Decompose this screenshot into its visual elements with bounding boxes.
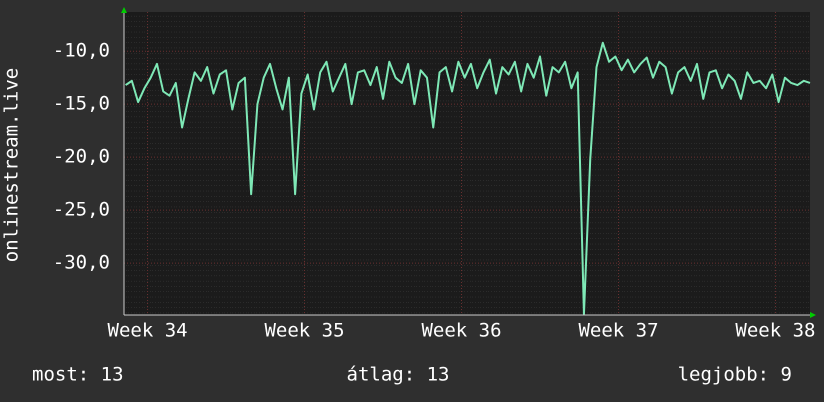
y-tick-label: -15,0 (53, 93, 110, 115)
axis-arrow (810, 312, 816, 318)
footer-text: átlag: 13 (347, 364, 450, 386)
x-tick-label: Week 34 (108, 320, 188, 342)
footer-text: most: 13 (32, 364, 124, 386)
minor-grid (124, 12, 810, 315)
x-tick-label: Week 36 (421, 320, 501, 342)
x-tick-label: Week 37 (578, 320, 658, 342)
x-tick-label: Week 35 (264, 320, 344, 342)
y-tick-label: -30,0 (53, 252, 110, 274)
y-axis-label: onlinestream.live (1, 68, 23, 262)
data-line (125, 41, 811, 315)
x-tick-label: Week 38 (735, 320, 815, 342)
y-tick-label: -10,0 (53, 40, 110, 62)
footer-text: legjobb: 9 (678, 364, 792, 386)
y-tick-label: -20,0 (53, 146, 110, 168)
axis-arrow (121, 7, 127, 13)
y-tick-label: -25,0 (53, 199, 110, 221)
